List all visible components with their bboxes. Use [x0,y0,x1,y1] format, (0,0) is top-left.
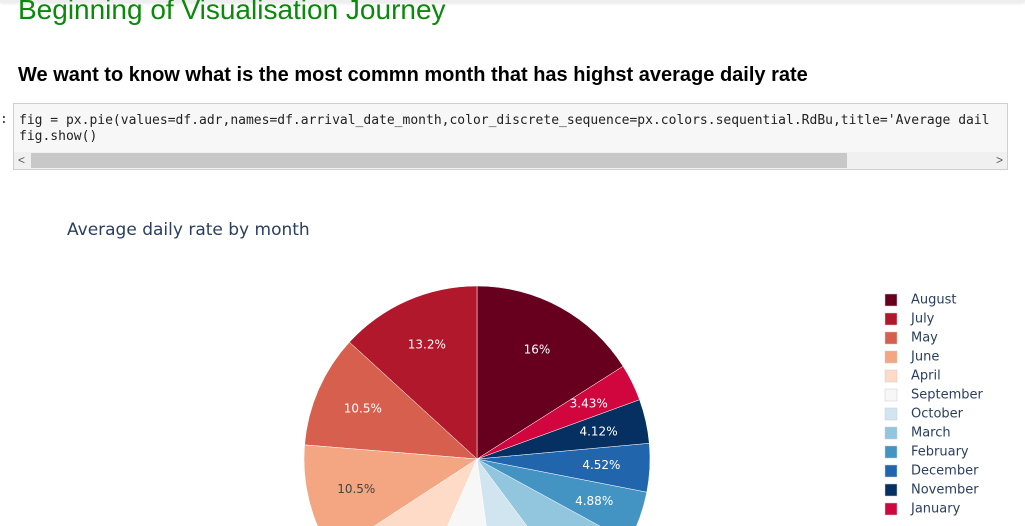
legend-swatch [884,350,898,364]
code-line: fig.show() [19,129,98,144]
scrollbar[interactable]: < > [14,152,1007,169]
legend-swatch [884,293,898,307]
slice-label: 16% [524,342,551,356]
pie-slice [476,285,624,460]
legend-swatch [884,312,898,326]
legend-entry: May [911,331,938,346]
legend-swatch [884,426,898,440]
legend-entry: November [911,483,979,498]
code: fig = px.pie(values=df.adr,names=df.arri… [19,113,990,145]
pie-slice [373,458,478,526]
legend-entry: February [911,445,969,460]
pie-slice [349,285,478,460]
code-line: fig = px.pie(values=df.adr,names=df.arri… [19,113,990,128]
legend-swatch [884,388,898,402]
chart-title: Average daily rate by month [67,220,310,240]
legend-entry: March [911,426,951,441]
legend-entry: December [911,464,979,479]
scroll-left[interactable]: < [18,153,26,167]
code-cell[interactable]: fig = px.pie(values=df.adr,names=df.arri… [13,103,1008,170]
legend-entry: September [911,388,984,403]
legend-entry: April [911,369,941,384]
legend-swatch [884,369,898,383]
legend-swatch [884,445,898,459]
slice-label: 10.5% [344,402,382,416]
legend-swatch [884,502,898,516]
slice-label: 4.88% [575,494,613,508]
slice-label: 10.5% [337,482,375,496]
pie-slice [303,444,478,526]
scroll-right[interactable]: > [995,153,1003,167]
legend-swatch [884,331,898,345]
legend-entry: July [910,312,935,327]
slice-label: 4.12% [579,424,617,438]
legend-entry: January [910,502,961,517]
pie-slice [476,458,528,526]
subheading: We want to know what is the most commn m… [18,64,808,86]
legend-swatch [884,483,898,497]
slice-label: 4.52% [582,458,620,472]
legend-swatch [884,407,898,421]
pie-slice [476,365,640,460]
slice-label: 3.43% [570,396,608,410]
scroll-thumb[interactable] [31,153,847,168]
top-bar [0,0,1025,2]
legend-entry: August [911,293,957,308]
legend-entry: October [911,407,964,422]
slice-label: 13.2% [408,337,446,351]
legend-entry: June [910,350,939,365]
pie-slice [304,341,478,460]
cell-prompt: : [0,112,8,127]
pie-slice [447,458,487,526]
heading: Beginning of Visualisation Journey [18,0,446,25]
legend-swatch [884,464,898,478]
